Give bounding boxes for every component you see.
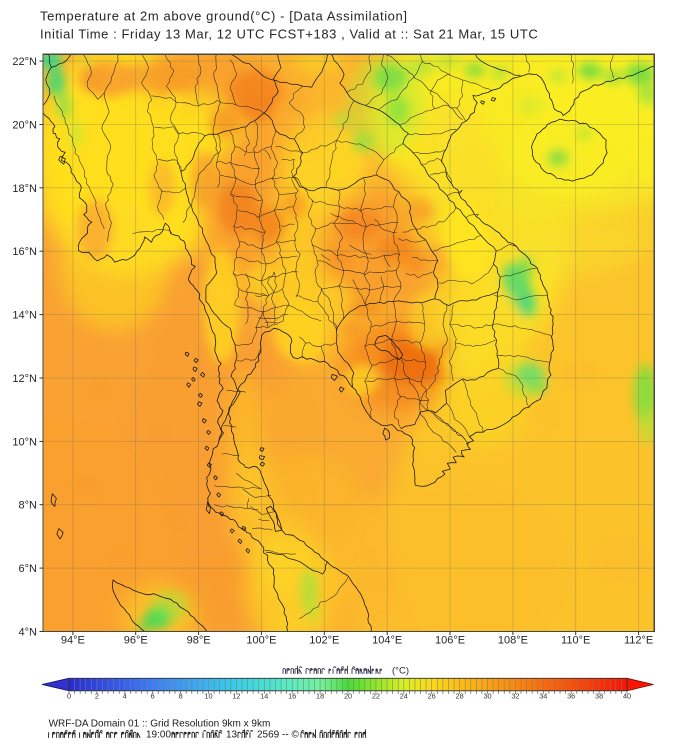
svg-text:100°E: 100°E (246, 635, 276, 647)
svg-text:108°E: 108°E (498, 635, 528, 647)
svg-text:110°E: 110°E (561, 635, 590, 647)
svg-text:(°C): (°C) (392, 666, 409, 677)
svg-text:96°E: 96°E (124, 635, 148, 647)
svg-text:20: 20 (344, 692, 352, 701)
svg-text:4°N: 4°N (19, 627, 38, 639)
svg-text:2569 -- ©: 2569 -- © (257, 730, 299, 741)
svg-text:Temperature at 2m above ground: Temperature at 2m above ground(°C) - [Da… (40, 9, 408, 24)
svg-text:4: 4 (123, 692, 127, 701)
svg-text:32: 32 (511, 692, 519, 701)
svg-text:12°N: 12°N (12, 373, 37, 385)
svg-text:14°N: 14°N (12, 310, 37, 322)
svg-text:16°N: 16°N (12, 246, 37, 258)
svg-text:19:00: 19:00 (146, 730, 171, 741)
svg-text:94°E: 94°E (61, 635, 85, 647)
svg-text:13: 13 (226, 730, 238, 741)
svg-text:2: 2 (95, 692, 99, 701)
svg-text:28: 28 (456, 692, 464, 701)
svg-text:24: 24 (400, 692, 408, 701)
svg-text:38: 38 (595, 692, 603, 701)
svg-text:34: 34 (539, 692, 547, 701)
svg-text:10: 10 (204, 692, 212, 701)
svg-text:10°N: 10°N (12, 436, 37, 448)
svg-text:20°N: 20°N (12, 120, 37, 132)
svg-text:Initial Time : Friday 13 Mar,: Initial Time : Friday 13 Mar, 12 UTC FCS… (40, 27, 538, 42)
svg-text:22: 22 (372, 692, 380, 701)
svg-text:30: 30 (483, 692, 491, 701)
svg-text:112°E: 112°E (624, 635, 653, 647)
svg-text:102°E: 102°E (309, 635, 339, 647)
svg-text:104°E: 104°E (372, 635, 402, 647)
svg-text:6°N: 6°N (19, 563, 38, 575)
svg-text:8: 8 (179, 692, 183, 701)
svg-text:6: 6 (151, 692, 155, 701)
svg-text:18°N: 18°N (12, 183, 37, 195)
svg-text:WRF-DA Domain 01 :: Grid Resol: WRF-DA Domain 01 :: Grid Resolution 9km … (49, 719, 271, 730)
svg-text:106°E: 106°E (435, 635, 465, 647)
svg-text:98°E: 98°E (187, 635, 211, 647)
svg-text:26: 26 (428, 692, 436, 701)
svg-text:18: 18 (316, 692, 324, 701)
svg-text:12: 12 (232, 692, 240, 701)
svg-text:8°N: 8°N (19, 500, 38, 512)
svg-text:0: 0 (67, 692, 71, 701)
svg-text:36: 36 (567, 692, 575, 701)
svg-text:22°N: 22°N (12, 56, 37, 68)
svg-text:16: 16 (288, 692, 296, 701)
svg-text:40: 40 (623, 692, 631, 701)
svg-text:14: 14 (260, 692, 268, 701)
